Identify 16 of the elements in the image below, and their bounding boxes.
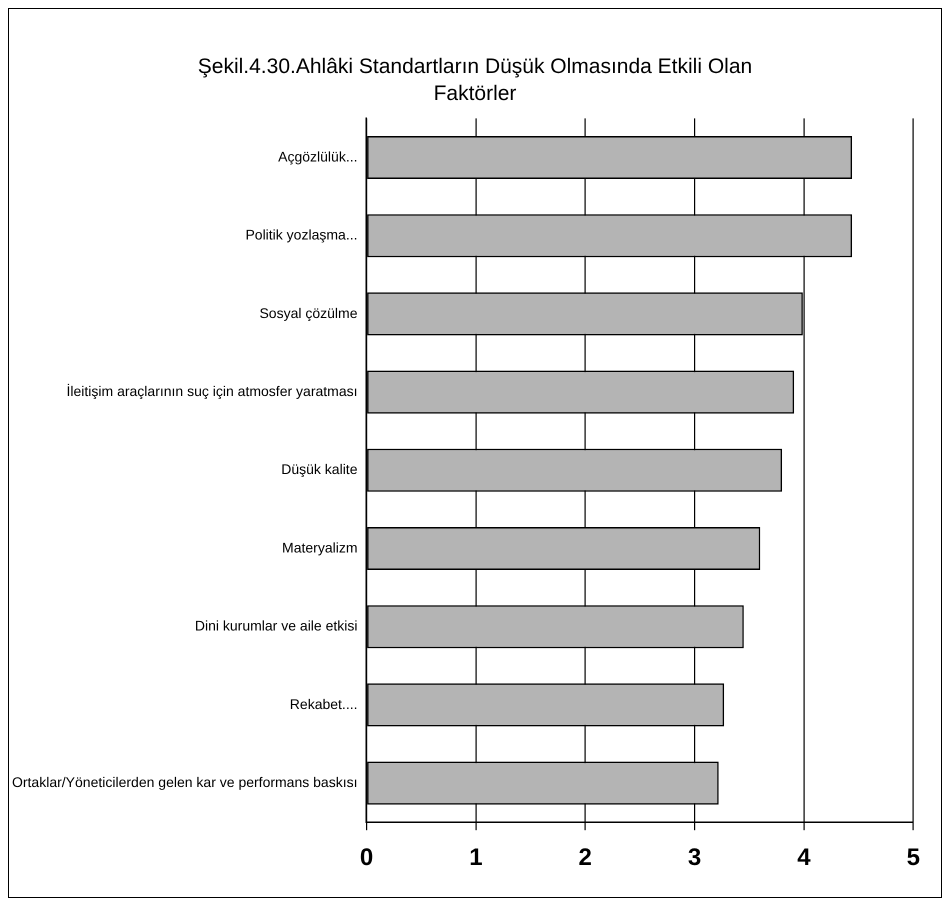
y-tick-label: İleitişim araçlarının suç için atmosfer yaratması (66, 382, 358, 399)
x-tick-label: 2 (578, 844, 592, 872)
x-tick-label: 1 (469, 844, 483, 872)
y-tick-label: Dini kurumlar ve aile etkisi (194, 618, 358, 634)
x-tick-label: 5 (906, 844, 920, 872)
y-tick-label: Materyalizm (282, 539, 358, 556)
y-tick-label: Rekabet.... (290, 696, 358, 712)
x-tick-label: 3 (688, 844, 702, 872)
y-tick-label: Düşük kalite (281, 461, 358, 478)
x-tick-label: 4 (797, 844, 812, 872)
chart-title: Şekil.4.30.Ahlâki Standartların Düşük Olmasında Etkili Olan Faktörler (196, 54, 754, 107)
y-tick-label: Sosyal çözülme (259, 304, 358, 321)
y-tick-label: Politik yozlaşma... (245, 226, 358, 243)
y-tick-label: Açgözlülük... (278, 148, 358, 164)
y-tick-label: Ortaklar/Yöneticilerden gelen kar ve performans baskısı (12, 774, 358, 790)
x-tick-label: 0 (360, 844, 374, 872)
